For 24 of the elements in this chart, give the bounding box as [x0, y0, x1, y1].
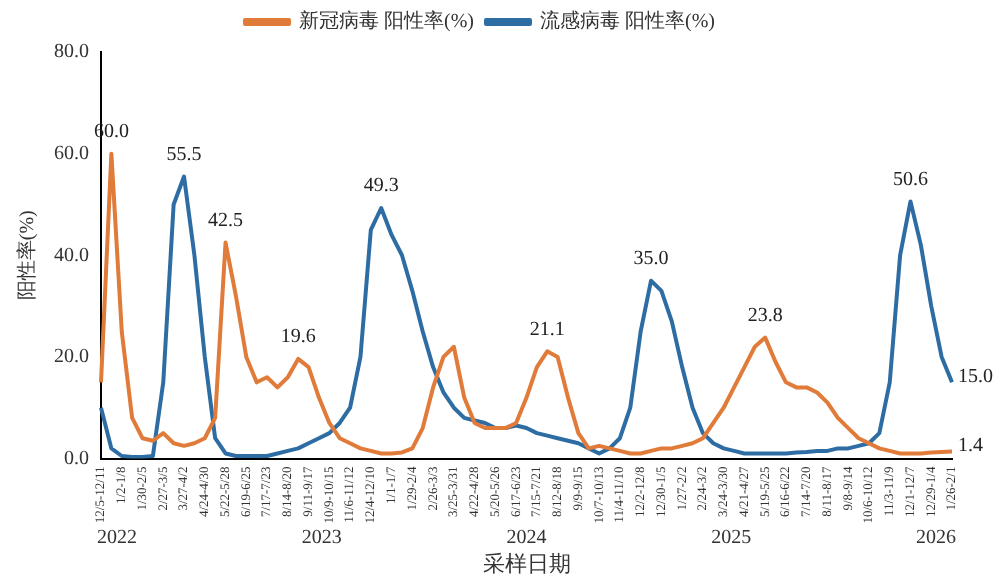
y-tick-label: 60.0 [54, 142, 89, 165]
legend-label: 新冠病毒 阳性率(%) [299, 9, 475, 34]
data-label: 21.1 [529, 318, 565, 341]
data-label: 49.3 [363, 175, 399, 198]
text: 2026 [916, 527, 956, 550]
data-label: 1.4 [958, 434, 983, 457]
legend-label: 流感病毒 阳性率(%) [540, 9, 715, 34]
y-tick-label: 20.0 [54, 346, 89, 369]
x-axis-title: 采样日期 [482, 550, 571, 577]
data-label: 55.5 [166, 143, 202, 166]
y-tick-label: 0.0 [64, 447, 89, 470]
text: 2025 [711, 527, 752, 550]
data-label: 35.0 [633, 247, 669, 270]
y-tick-label: 80.0 [54, 41, 89, 64]
y-tick-label: 40.0 [54, 244, 89, 267]
data-label: 19.6 [280, 326, 316, 349]
data-label: 42.5 [208, 209, 244, 232]
text: 2022 [97, 527, 137, 550]
text: 2023 [301, 527, 342, 550]
data-label: 50.6 [892, 168, 928, 191]
data-label: 15.0 [958, 365, 993, 388]
text: 2024 [506, 527, 547, 550]
data-label: 23.8 [747, 304, 783, 327]
y-axis-title: 阳性率(%) [15, 210, 40, 301]
